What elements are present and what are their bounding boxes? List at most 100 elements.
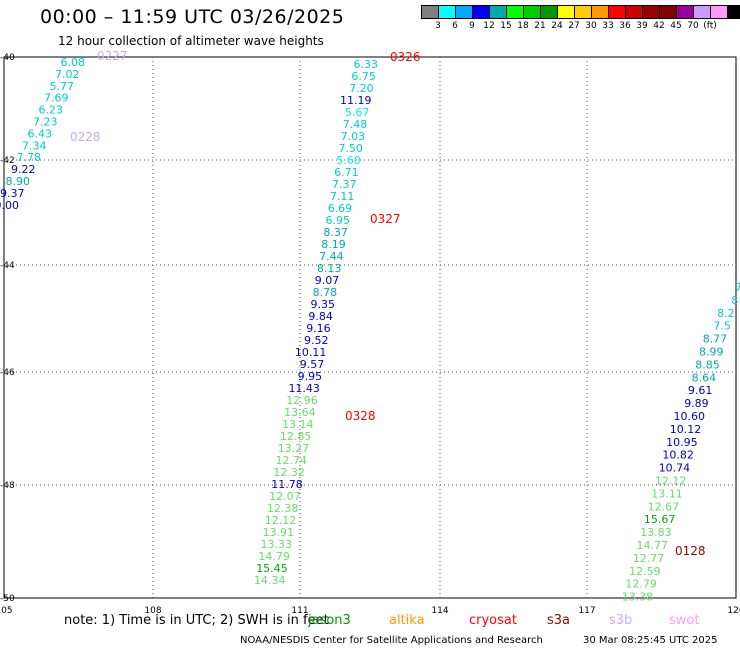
wave-height-value: 8.78 — [313, 286, 338, 299]
generated-timestamp: 30 Mar 08:25:45 UTC 2025 — [583, 635, 718, 646]
map-title: 00:00 – 11:59 UTC 03/26/2025 — [40, 6, 345, 28]
wave-height-value: 12.74 — [276, 454, 308, 467]
color-scale-label: 18 — [517, 21, 529, 31]
latitude-tick-label: -42 — [0, 156, 15, 166]
wave-height-value: 7.20 — [349, 82, 374, 95]
wave-height-value: 13.38 — [622, 591, 654, 604]
wave-height-value: 12.77 — [633, 552, 665, 565]
longitude-tick-label: 108 — [144, 606, 161, 616]
wave-height-value: 7.11 — [330, 190, 355, 203]
wave-height-value: 12.67 — [648, 500, 680, 513]
wave-height-value: 12.85 — [280, 430, 312, 443]
wave-height-value: 8.19 — [321, 238, 346, 251]
wave-height-value: 8.77 — [703, 333, 728, 346]
wave-height-value: 12.12 — [265, 514, 297, 527]
wave-height-value: 14.77 — [637, 539, 669, 552]
wave-height-value: 7.69 — [44, 92, 69, 105]
color-scale-label: 70 — [687, 21, 699, 31]
wave-height-value: 9.84 — [308, 310, 333, 323]
color-scale-label: 24 — [551, 21, 563, 31]
wave-height-value: 9.57 — [300, 358, 325, 371]
wave-height-value: 9.95 — [298, 370, 323, 383]
wave-height-value: 6.23 — [39, 104, 64, 117]
wave-height-value: 8.85 — [695, 358, 720, 371]
wave-height-value: 8 — [731, 294, 738, 307]
wave-height-value: 9.61 — [688, 384, 713, 397]
wave-height-value: 10.82 — [662, 449, 694, 462]
wave-height-value: 7.03 — [341, 130, 366, 143]
wave-height-value: 6.75 — [351, 70, 376, 83]
legend-item-s3b: s3b — [609, 613, 633, 628]
wave-height-value: 13.11 — [651, 487, 683, 500]
pass-date-label: 0227 — [97, 49, 128, 63]
color-scale-label: 36 — [619, 21, 631, 31]
wave-height-value: 13.14 — [282, 418, 314, 431]
wave-height-value: 7.44 — [319, 250, 344, 263]
wave-height-value: 15.67 — [644, 513, 676, 526]
color-scale-label: 42 — [653, 21, 665, 31]
wave-height-value: 13.27 — [278, 442, 310, 455]
wave-height-value: 9.16 — [306, 322, 331, 335]
color-scale-label: (ft) — [703, 21, 717, 31]
wave-height-value: 14.34 — [254, 574, 286, 587]
color-scale-label: 6 — [452, 21, 458, 31]
legend-item-s3a: s3a — [547, 613, 571, 628]
wave-height-value: 9.22 — [11, 163, 36, 176]
footnote: note: 1) Time is in UTC; 2) SWH is in fe… — [64, 613, 329, 628]
wave-height-value: 6.08 — [61, 56, 86, 69]
wave-height-value: 6.71 — [334, 166, 359, 179]
wave-height-value: 12.32 — [273, 466, 305, 479]
pass-date-label: 0128 — [675, 544, 706, 558]
wave-height-value: 13.33 — [261, 538, 293, 551]
color-scale-label: 15 — [500, 21, 512, 31]
wave-height-value: 12.38 — [267, 502, 299, 515]
latitude-tick-label: -40 — [0, 53, 15, 63]
wave-height-value: 8.13 — [317, 262, 342, 275]
color-scale-label: 9 — [469, 21, 475, 31]
wave-height-value: 7.02 — [55, 68, 80, 81]
legend-item-swot: swot — [669, 613, 700, 628]
wave-height-value: 12.07 — [269, 490, 301, 503]
map-frame — [3, 56, 737, 599]
color-scale-label: 45 — [670, 21, 682, 31]
wave-height-value: 5.67 — [345, 106, 370, 119]
wave-height-value: 8.99 — [699, 346, 724, 359]
wave-height-value: 11.19 — [340, 94, 372, 107]
track-west: 6.087.025.777.696.237.236.437.347.789.22… — [0, 56, 85, 212]
wave-height-value: 14.79 — [258, 550, 290, 563]
color-scale-label: 30 — [585, 21, 597, 31]
wave-height-value: 8.90 — [6, 175, 31, 188]
pass-date-label: 0328 — [345, 409, 376, 423]
legend-item-jason3: jason3 — [308, 613, 351, 628]
wave-height-value: 8.2 — [717, 307, 735, 320]
wave-height-value: 12.96 — [286, 394, 318, 407]
color-scale-label: 12 — [483, 21, 495, 31]
wave-height-value: 10.60 — [674, 410, 706, 423]
pass-date-label: 0327 — [370, 212, 401, 226]
color-scale-label: 3 — [435, 21, 441, 31]
wave-height-value: 5.77 — [50, 80, 75, 93]
color-swatch — [727, 5, 740, 19]
wave-height-value: 10.12 — [670, 423, 702, 436]
wave-height-value: 7.78 — [17, 151, 42, 164]
wave-height-value: 8.37 — [323, 226, 348, 239]
color-scale-label: 21 — [534, 21, 546, 31]
wave-height-value: 11.43 — [288, 382, 320, 395]
latitude-tick-label: -46 — [0, 368, 15, 378]
legend-item-altika: altika — [389, 613, 425, 628]
color-scale-label: 39 — [636, 21, 648, 31]
wave-height-value: 6.43 — [28, 127, 53, 140]
wave-height-value: 9.52 — [304, 334, 329, 347]
wave-height-value: 9.37 — [0, 187, 25, 200]
track-east: 788.27.58.778.998.858.649.619.8910.6010.… — [622, 281, 740, 604]
wave-height-value: 7.48 — [343, 118, 368, 131]
wave-height-value: 5.60 — [336, 154, 361, 167]
wave-height-value: 11.78 — [271, 478, 303, 491]
latitude-tick-label: -48 — [0, 481, 15, 491]
wave-height-value: 7 — [735, 281, 740, 294]
wave-height-value: 7.37 — [332, 178, 357, 191]
pass-date-label: 0228 — [70, 130, 101, 144]
wave-height-value: 13.91 — [263, 526, 295, 539]
